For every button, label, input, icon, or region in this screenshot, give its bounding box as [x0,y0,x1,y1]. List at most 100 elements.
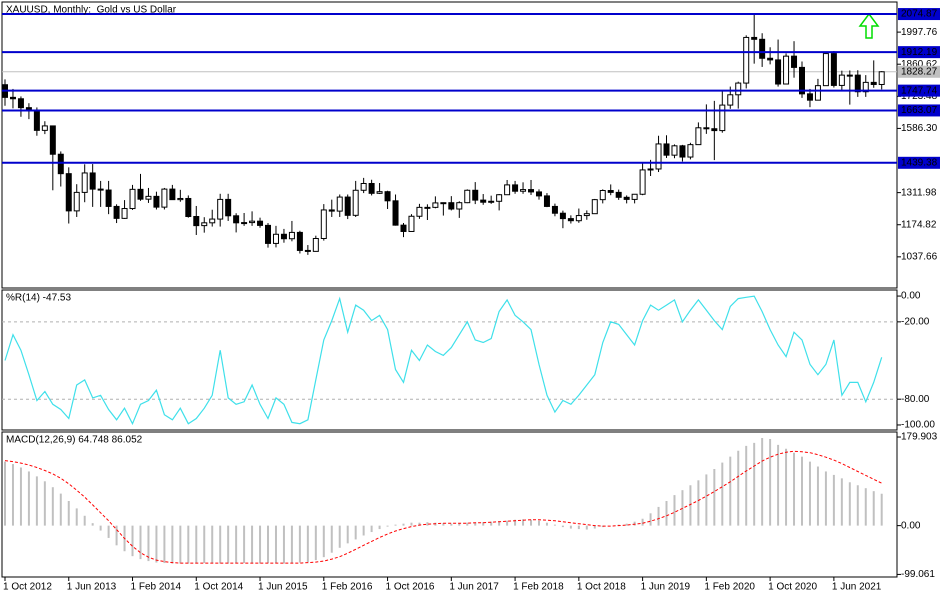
candle-body [368,182,375,194]
candle-body [265,224,272,244]
panel-title: %R(14) -47.53 [6,293,71,304]
candle-body [806,93,813,101]
candle-body [17,98,24,109]
candle-body [33,109,40,131]
candle-body [791,55,798,68]
x-tick-label: 1 Jun 2019 [641,582,691,593]
candle-body [249,220,256,224]
y-tick-label: -100.00 [901,420,935,431]
y-tick-label: 1860.62 [901,59,938,70]
level-label: 1439.38 [901,157,938,168]
candle-body [583,213,590,217]
candle-body [320,209,327,239]
x-tick-label: 1 Feb 2020 [704,582,755,593]
y-tick-label: 1037.66 [901,251,938,262]
candle-body [49,125,56,155]
candle-body [105,189,112,207]
x-tick-label: 1 Oct 2020 [768,582,817,593]
level-label: 1747.74 [901,85,938,96]
candle-body [607,190,614,193]
line-series [4,295,883,426]
candle-body [456,202,463,210]
candle-body [783,55,790,85]
x-tick-label: 1 Oct 2014 [194,582,243,593]
candle-body [336,196,343,212]
candle-body [41,125,48,131]
candle-body [528,189,535,193]
y-tick-label: 0.00 [901,291,921,302]
candle-body [440,202,447,205]
candle-body [862,81,869,93]
candle-body [472,189,479,201]
candle-body [695,127,702,146]
candle-body [177,197,184,201]
candle-body [272,233,279,244]
y-tick-label: 0.00 [901,520,921,531]
level-label: 2074.87 [901,9,938,20]
level-label-box [898,46,940,59]
candle-body [480,199,487,203]
candle-body [9,96,16,100]
candle-body [288,231,295,240]
candle-body [145,195,152,200]
candle-body [304,249,311,252]
candle-body [161,188,168,208]
candle-body [743,36,750,84]
x-tick-label: 1 Feb 2016 [322,582,373,593]
candle-body [488,200,495,203]
up-arrow [858,12,880,39]
candle-body [241,222,248,225]
panel-title: XAUUSD, Monthly: Gold vs US Dollar [6,5,177,16]
candle-body [193,215,200,227]
candle-body [257,220,264,226]
candle-body [113,205,120,219]
candle-body [735,82,742,96]
candle-body [687,144,694,158]
candle-body [719,104,726,132]
level-label: 1663.07 [901,105,938,116]
candle-body [671,145,678,156]
candle-body [535,191,542,197]
candle-body [129,188,136,210]
level-label-box [898,156,940,169]
candle-body [280,233,287,240]
candle-body [504,184,511,196]
candle-body [400,224,407,232]
candle-body [352,189,359,216]
y-tick-label: -20.00 [901,316,930,327]
level-label-box [898,8,940,21]
y-tick-label: -80.00 [901,394,930,405]
candle-body [201,222,208,227]
candle-body [121,208,128,219]
last-price-box [898,65,940,78]
candle-body [512,184,519,192]
candle-body [838,74,845,86]
candle-body [169,188,176,201]
candle-body [376,191,383,194]
y-tick-label: 179.903 [901,432,938,443]
candle-body [392,200,399,226]
candle-body [647,168,654,171]
candle-body [727,94,734,106]
signal-line [4,450,882,564]
candle-body [639,169,646,195]
candle-body [153,195,160,208]
candle-body [703,127,710,130]
candle-body [591,199,598,215]
candle-body [312,237,319,252]
candle-body [663,143,670,156]
y-tick-label: -99.061 [901,569,935,580]
candle-body [384,191,391,202]
candle-body [775,59,782,85]
y-tick-label: 1311.98 [901,187,937,198]
candle-body [551,205,558,214]
candle-body [496,194,503,202]
x-tick-label: 1 Oct 2016 [386,582,435,593]
candle-body [448,202,455,210]
candle-body [89,172,96,190]
level-label: 1912.19 [901,47,938,58]
candle-body [559,212,566,220]
x-tick-label: 1 Jun 2021 [832,582,882,593]
level-label-box [898,84,940,97]
